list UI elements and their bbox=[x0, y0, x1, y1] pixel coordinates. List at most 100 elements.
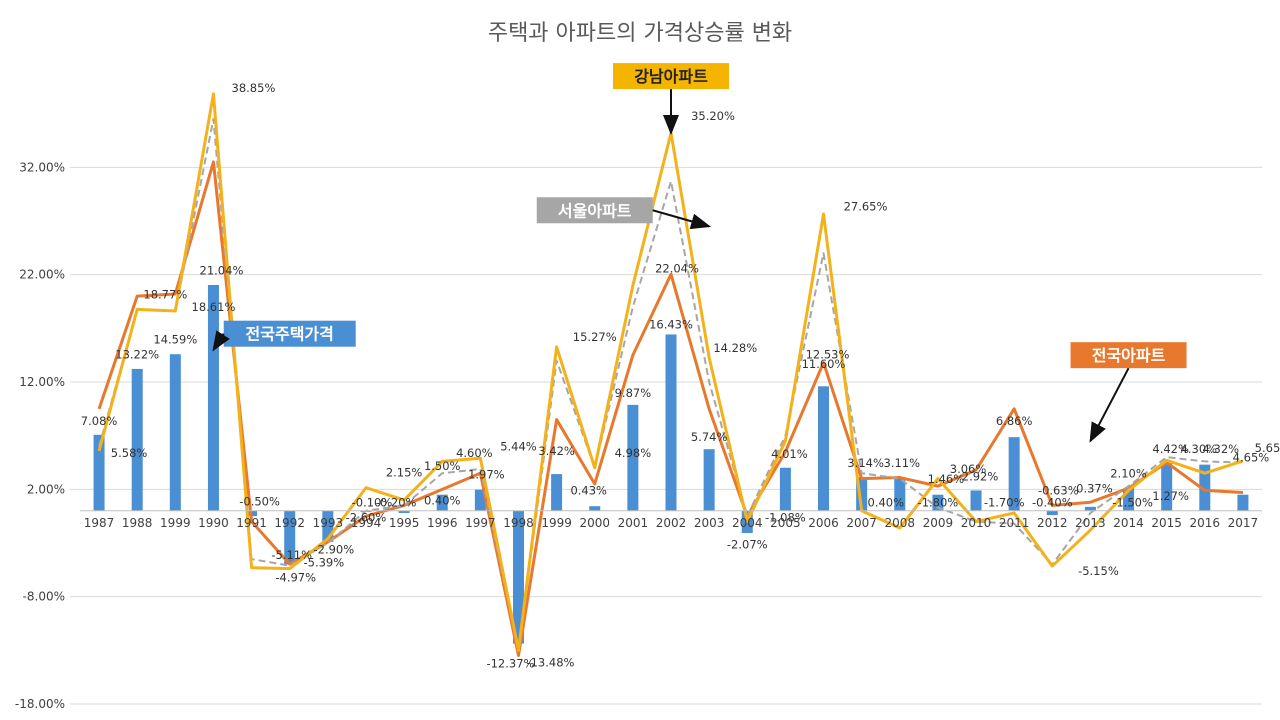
data-label: 3.14% bbox=[847, 456, 884, 470]
data-label: 0.40% bbox=[424, 493, 461, 507]
x-tick-label: 1992 bbox=[274, 516, 305, 530]
data-label: 2.10% bbox=[1110, 467, 1147, 481]
bar bbox=[207, 284, 219, 511]
data-label: 7.08% bbox=[81, 414, 118, 428]
data-label: 1.50% bbox=[424, 459, 461, 473]
callout-arrow bbox=[652, 209, 712, 230]
bar bbox=[1161, 463, 1173, 511]
bar bbox=[932, 494, 944, 511]
data-label: 35.20% bbox=[691, 109, 735, 123]
x-tick-label: 2011 bbox=[999, 516, 1030, 530]
data-label: -13.48% bbox=[526, 655, 574, 669]
bar bbox=[856, 477, 868, 511]
data-label: 21.04% bbox=[200, 264, 244, 278]
x-tick-label: 1994 bbox=[351, 516, 382, 530]
data-label: -5.39% bbox=[303, 556, 344, 570]
data-label: 16.43% bbox=[649, 317, 693, 331]
data-label: 11.60% bbox=[802, 357, 846, 371]
bar bbox=[169, 354, 181, 511]
callout-arrow bbox=[212, 330, 230, 352]
bar bbox=[1237, 494, 1249, 511]
data-label: 12.53% bbox=[806, 347, 850, 361]
data-label: 0.40% bbox=[868, 496, 905, 510]
data-label: 4.98% bbox=[615, 446, 652, 460]
bar bbox=[474, 489, 486, 511]
x-tick-label: 1999 bbox=[160, 516, 191, 530]
data-label: -1.50% bbox=[1112, 496, 1153, 510]
data-label: -2.90% bbox=[313, 543, 354, 557]
bar bbox=[779, 467, 791, 511]
data-label: 0.37% bbox=[1076, 482, 1113, 496]
bar bbox=[551, 474, 563, 511]
data-label: 4.30% bbox=[1181, 442, 1218, 456]
data-label: 2.92% bbox=[962, 470, 999, 484]
bar bbox=[1123, 488, 1135, 511]
bar bbox=[818, 386, 830, 511]
bar bbox=[970, 490, 982, 511]
data-label: 15.27% bbox=[573, 330, 617, 344]
data-labels: 7.08% 5.58% 13.22%14.59% 18.77% 21.04% 18.61%… bbox=[81, 81, 1280, 670]
data-label: 27.65% bbox=[844, 199, 888, 213]
data-label: 2.15% bbox=[386, 465, 423, 479]
y-tick-label: -8.00% bbox=[23, 590, 65, 604]
y-tick-label: -18.00% bbox=[15, 697, 65, 711]
bar bbox=[398, 510, 410, 513]
data-label: 5.44% bbox=[500, 440, 537, 454]
callout-box bbox=[223, 320, 356, 347]
data-label: -5.15% bbox=[1078, 564, 1119, 578]
callout-label: 전국주택가격 bbox=[246, 325, 334, 344]
bar bbox=[627, 404, 639, 511]
x-tick-label: 2013 bbox=[1075, 516, 1106, 530]
bar bbox=[894, 477, 906, 511]
data-label: -0.10% bbox=[352, 496, 393, 510]
bar bbox=[1199, 464, 1211, 511]
data-label: 14.59% bbox=[153, 332, 197, 346]
x-tick-label: 1995 bbox=[389, 516, 420, 530]
data-label: 4.42% bbox=[1152, 442, 1189, 456]
data-label: 18.77% bbox=[143, 287, 187, 301]
data-label: -4.97% bbox=[275, 571, 316, 585]
x-tick-label: 2002 bbox=[656, 516, 687, 530]
y-tick-label: 22.00% bbox=[19, 268, 65, 282]
x-tick-label: 2008 bbox=[885, 516, 916, 530]
x-tick-label: 2015 bbox=[1151, 516, 1182, 530]
data-label: 4.65% bbox=[1233, 450, 1270, 464]
x-tick-label: 1996 bbox=[427, 516, 458, 530]
data-label: 14.28% bbox=[713, 341, 757, 355]
x-tick-label: 2006 bbox=[808, 516, 839, 530]
data-label: 1.27% bbox=[1152, 489, 1189, 503]
x-tick-label: 1987 bbox=[84, 516, 115, 530]
data-label: 3.42% bbox=[538, 444, 575, 458]
bar bbox=[703, 449, 715, 511]
bar bbox=[589, 506, 601, 511]
x-tick-label: 2003 bbox=[694, 516, 725, 530]
x-tick-label: 1990 bbox=[198, 516, 229, 530]
data-label: -1.80% bbox=[918, 496, 959, 510]
callout-label: 서울아파트 bbox=[558, 201, 632, 220]
data-label: -2.07% bbox=[727, 537, 768, 551]
bar-series bbox=[93, 284, 1249, 644]
x-tick-label: 1998 bbox=[503, 516, 534, 530]
callout-box bbox=[1070, 342, 1187, 369]
x-tick-label: 1991 bbox=[236, 516, 267, 530]
bar bbox=[1008, 437, 1020, 511]
callout-arrow bbox=[1089, 367, 1130, 443]
chart-title: 주택과 아파트의 가격상승률 변화 bbox=[488, 21, 792, 46]
data-label: -0.20% bbox=[376, 496, 417, 510]
data-label: 6.86% bbox=[996, 414, 1033, 428]
x-tick-label: 2014 bbox=[1113, 516, 1144, 530]
data-label: 9.87% bbox=[615, 386, 652, 400]
callout-label: 강남아파트 bbox=[634, 67, 708, 86]
x-tick-label: 2000 bbox=[579, 516, 610, 530]
data-label: -0.63% bbox=[1038, 484, 1079, 498]
x-tick-label: 2007 bbox=[846, 516, 877, 530]
data-label: 5.74% bbox=[691, 430, 728, 444]
data-label: 22.04% bbox=[655, 262, 699, 276]
callout-box bbox=[536, 197, 653, 224]
x-tick-label: 2001 bbox=[618, 516, 649, 530]
x-tick-label: 1999 bbox=[541, 516, 572, 530]
x-tick-label: 2005 bbox=[770, 516, 801, 530]
series-line bbox=[97, 160, 1244, 657]
